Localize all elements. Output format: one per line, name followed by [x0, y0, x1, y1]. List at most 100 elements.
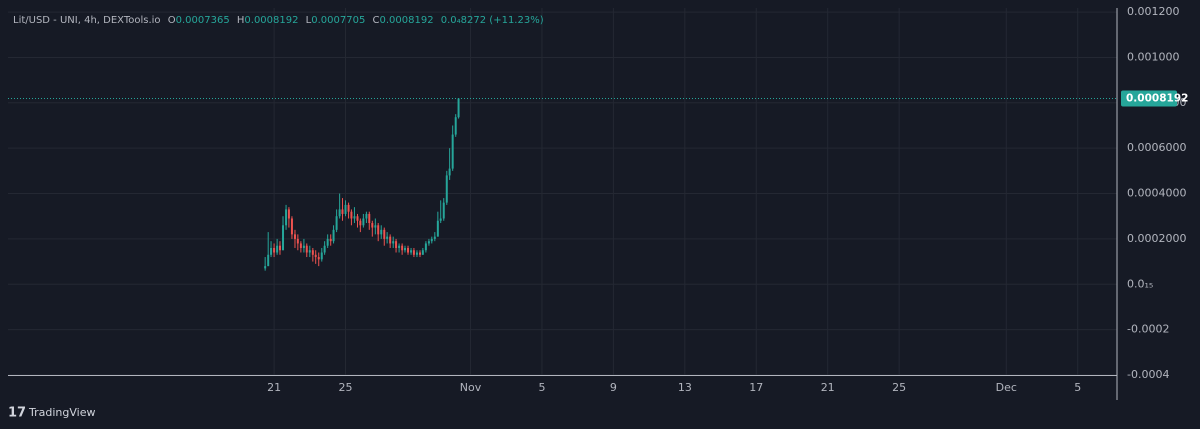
candle-body — [427, 241, 430, 244]
y-tick-label: 0.001000 — [1127, 50, 1180, 63]
candle-body — [407, 247, 410, 253]
candle-body — [308, 250, 311, 253]
candle-body — [371, 223, 374, 228]
candle-body — [448, 168, 451, 176]
candle-body — [329, 238, 332, 242]
brand-name[interactable]: TradingView — [28, 406, 95, 419]
candle-body — [439, 218, 442, 221]
candle-body — [293, 234, 296, 239]
ohlc-key: H — [237, 15, 245, 26]
candle-body — [285, 209, 288, 226]
candle-body — [356, 216, 359, 221]
y-tick-label: 0.0002000 — [1127, 232, 1187, 245]
candle-body — [282, 225, 285, 251]
candle-body — [323, 245, 326, 253]
candle-body — [436, 220, 439, 237]
candle-body — [332, 229, 335, 242]
ohlc-key: O — [168, 15, 176, 26]
plot — [8, 97, 1117, 271]
candle-body — [412, 250, 415, 255]
candle-body — [398, 245, 401, 248]
candle-body — [353, 216, 356, 219]
candle-body — [341, 209, 344, 214]
y-tick-label: 0.0004000 — [1127, 187, 1187, 200]
candle-body — [299, 243, 302, 248]
candle-body — [415, 252, 418, 255]
candle-body — [267, 254, 270, 267]
candle-body — [296, 238, 299, 244]
legend-header: Lit/USD - UNI, 4h, DEXTools.io O0.000736… — [13, 15, 544, 26]
candle-body — [424, 243, 427, 251]
x-tick-label: 21 — [267, 381, 281, 394]
candle-body — [317, 257, 320, 260]
candle-body — [386, 236, 389, 239]
candle-body — [368, 213, 371, 224]
change: 0.0₄8272 (+11.23%) — [441, 15, 544, 26]
ohlc-value: 0.0008192 — [244, 15, 298, 26]
x-tick-label: 13 — [678, 381, 692, 394]
x-tick-label: 21 — [821, 381, 835, 394]
candle-body — [445, 175, 448, 203]
x-tick-label: 9 — [610, 381, 617, 394]
candle-body — [270, 247, 273, 255]
y-tick-label: -0.0002 — [1127, 323, 1169, 336]
x-tick-label: 5 — [538, 381, 545, 394]
candle-body — [335, 216, 338, 230]
ohlc-value: 0.0008192 — [380, 15, 434, 26]
candle-body — [362, 218, 365, 226]
symbol: Lit/USD - UNI, 4h, DEXTools.io — [13, 15, 161, 26]
candle-body — [290, 218, 293, 235]
brand[interactable]: 𝟭𝟳 TradingView — [8, 406, 95, 421]
candle-body — [359, 220, 362, 226]
candle-body — [401, 245, 404, 251]
ohlc-value: 0.0007365 — [176, 15, 230, 26]
candle-body — [326, 238, 329, 246]
candle-body — [410, 250, 413, 253]
candle-body — [454, 117, 457, 135]
price-label: 0.0008192 — [1126, 92, 1188, 104]
candle-body — [276, 245, 279, 253]
x-tick-label: 5 — [1074, 381, 1081, 394]
candle-body — [302, 245, 305, 248]
candle-body — [365, 213, 368, 219]
candle-body — [320, 252, 323, 260]
candle-body — [350, 211, 353, 219]
x-tick-label: Nov — [460, 381, 482, 394]
candle-body — [314, 254, 317, 258]
candle-body — [395, 241, 398, 248]
candle-body — [403, 247, 406, 251]
candle-body — [418, 252, 421, 255]
candle-body — [305, 245, 308, 253]
y-tick-label: 0.001200 — [1127, 5, 1180, 18]
candle-body — [278, 245, 281, 251]
candle-body — [433, 236, 436, 239]
y-tick-label: 0.0₁₅ — [1127, 277, 1153, 290]
candle-body — [377, 225, 380, 235]
x-tick-label: Dec — [996, 381, 1017, 394]
candle-body — [457, 98, 460, 118]
x-tick-label: 17 — [749, 381, 763, 394]
candle-body — [389, 236, 392, 244]
x-tick-label: 25 — [339, 381, 353, 394]
price-label-box — [1121, 90, 1177, 107]
candle-body — [273, 247, 276, 253]
ohlc-key: L — [306, 15, 312, 26]
candle-body — [347, 204, 350, 212]
candle-body — [338, 209, 341, 217]
candle-body — [311, 250, 314, 255]
candle-body — [451, 134, 454, 169]
y-tick-label: 0.0006000 — [1127, 141, 1187, 154]
ohlc-key: C — [373, 15, 380, 26]
candle-body — [421, 250, 424, 255]
candle-body — [430, 238, 433, 242]
candle-body — [344, 204, 347, 214]
ohlc-value: 0.0007705 — [311, 15, 365, 26]
x-tick-label: 25 — [892, 381, 906, 394]
brand-logo: 𝟭𝟳 — [8, 406, 26, 421]
candle-body — [392, 241, 395, 244]
candle-body — [442, 202, 445, 219]
grid — [8, 8, 1117, 376]
candle-body — [287, 209, 290, 219]
